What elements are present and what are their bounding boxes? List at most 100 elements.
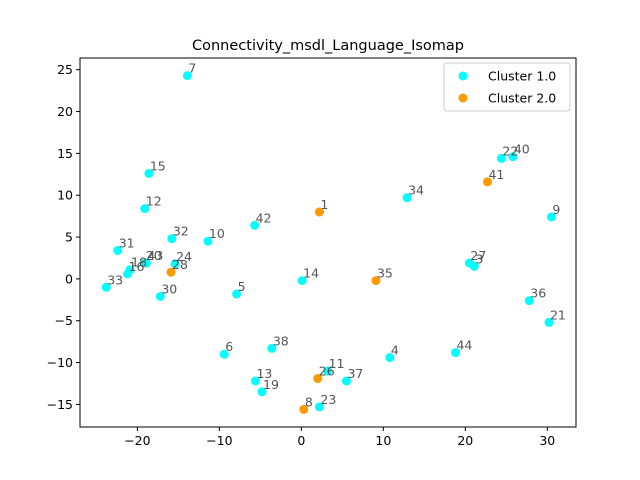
legend-label-cluster-2: Cluster 2.0 xyxy=(488,91,556,106)
data-point xyxy=(203,236,213,246)
y-tick-label: 25 xyxy=(57,62,73,77)
legend-label-cluster-1: Cluster 1.0 xyxy=(488,69,556,84)
y-tick-label: 0 xyxy=(65,271,73,286)
data-point xyxy=(464,258,474,268)
y-tick-label: 10 xyxy=(57,188,73,203)
data-point xyxy=(323,366,333,376)
legend-box xyxy=(443,62,571,112)
point-label: 43 xyxy=(147,248,163,263)
legend: Cluster 1.0 Cluster 2.0 xyxy=(443,62,571,112)
point-label: 24 xyxy=(176,249,192,264)
data-point xyxy=(299,404,309,414)
point-label: 31 xyxy=(119,235,135,250)
data-point xyxy=(371,276,381,286)
data-points xyxy=(101,71,556,414)
point-label: 6 xyxy=(225,339,233,354)
point-label: 42 xyxy=(256,210,272,225)
point-label: 7 xyxy=(188,61,196,76)
point-label: 15 xyxy=(150,158,166,173)
point-label: 23 xyxy=(320,392,336,407)
point-label: 9 xyxy=(552,202,560,217)
plot-frame xyxy=(79,57,577,428)
point-label: 18 xyxy=(131,255,147,270)
point-label: 5 xyxy=(238,279,246,294)
point-label: 38 xyxy=(273,333,289,348)
data-point xyxy=(144,168,154,178)
point-label: 19 xyxy=(263,377,279,392)
y-tick-label: 5 xyxy=(65,230,73,245)
point-label: 14 xyxy=(303,266,319,281)
data-point xyxy=(101,282,111,292)
data-point xyxy=(141,258,151,268)
point-label: 21 xyxy=(550,307,566,322)
data-point xyxy=(313,373,323,383)
point-label: 35 xyxy=(377,266,393,281)
data-point xyxy=(267,343,277,353)
data-point xyxy=(167,234,177,244)
data-point xyxy=(182,71,192,81)
data-point xyxy=(257,387,267,397)
point-label: 10 xyxy=(209,226,225,241)
point-label: 30 xyxy=(161,281,177,296)
data-point xyxy=(385,353,395,363)
y-axis-ticks: −15 −10 −5 0 5 10 15 20 25 xyxy=(47,62,80,412)
data-point xyxy=(482,177,492,187)
x-tick-label: 10 xyxy=(375,433,391,448)
data-point xyxy=(140,204,150,214)
point-label: 44 xyxy=(456,338,472,353)
x-tick-label: −20 xyxy=(124,433,150,448)
point-label: 34 xyxy=(408,183,424,198)
data-point xyxy=(113,245,123,255)
point-label: 40 xyxy=(514,142,530,157)
data-point xyxy=(297,276,307,286)
data-point xyxy=(250,220,260,230)
data-point xyxy=(524,296,534,306)
y-tick-label: −10 xyxy=(47,355,73,370)
data-point xyxy=(508,152,518,162)
y-tick-label: −15 xyxy=(47,397,73,412)
point-label: 36 xyxy=(530,286,546,301)
point-label: 12 xyxy=(146,194,162,209)
plot-area xyxy=(80,58,576,427)
data-point xyxy=(155,291,165,301)
data-point xyxy=(546,212,556,222)
point-label: 1 xyxy=(320,197,328,212)
data-point xyxy=(232,289,242,299)
point-label: 16 xyxy=(129,259,145,274)
point-label: 20 xyxy=(146,248,162,263)
point-label: 22 xyxy=(502,143,518,158)
x-tick-label: −10 xyxy=(206,433,232,448)
point-label: 27 xyxy=(470,248,486,263)
y-tick-label: −5 xyxy=(55,313,73,328)
data-point xyxy=(314,402,324,412)
point-label: 3 xyxy=(475,251,483,266)
point-label: 26 xyxy=(319,363,335,378)
legend-marker-cluster-1 xyxy=(458,71,468,81)
point-label: 8 xyxy=(305,394,313,409)
data-point xyxy=(314,207,324,217)
x-tick-label: 20 xyxy=(457,433,473,448)
data-point xyxy=(450,348,460,358)
data-point xyxy=(125,265,135,275)
data-point xyxy=(250,376,260,386)
data-point xyxy=(170,259,180,269)
chart-title: Connectivity_msdl_Language_Isomap xyxy=(192,38,464,54)
y-tick-label: 15 xyxy=(57,146,73,161)
point-label: 13 xyxy=(256,366,272,381)
point-label: 11 xyxy=(329,356,345,371)
point-label: 4 xyxy=(391,343,399,358)
x-tick-label: 0 xyxy=(297,433,305,448)
x-axis-ticks: −20 −10 0 10 20 30 xyxy=(124,427,555,448)
point-label: 41 xyxy=(488,167,504,182)
data-point xyxy=(219,349,229,359)
y-tick-label: 20 xyxy=(57,104,73,119)
data-point xyxy=(166,267,176,277)
point-label: 33 xyxy=(107,272,123,287)
legend-marker-cluster-2 xyxy=(458,93,468,103)
point-label: 28 xyxy=(172,257,188,272)
x-tick-label: 30 xyxy=(539,433,555,448)
data-point xyxy=(496,153,506,163)
data-point xyxy=(544,317,554,327)
point-label: 32 xyxy=(173,224,189,239)
